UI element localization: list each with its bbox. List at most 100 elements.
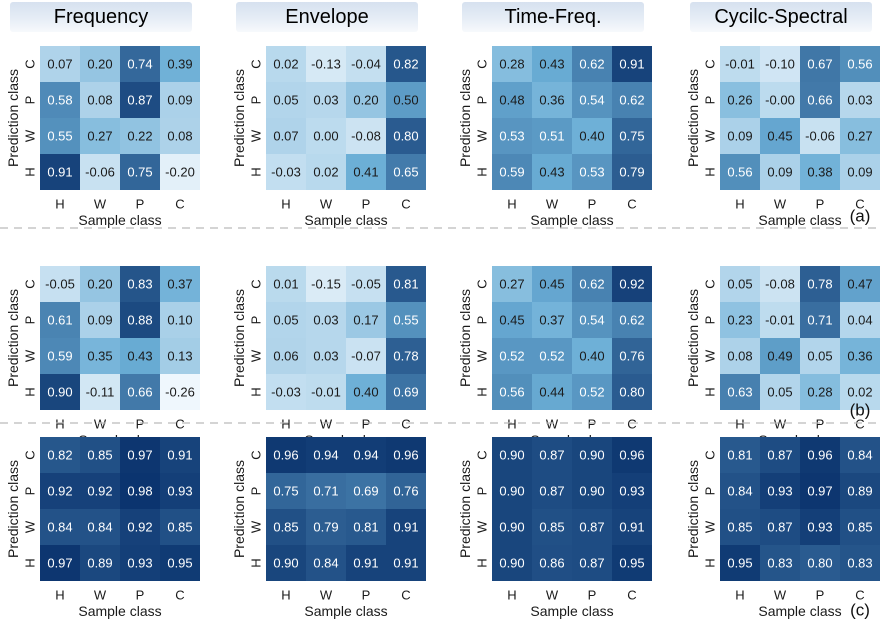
cell-value-label: 0.52 [579,385,604,400]
cell-value-label: 0.76 [393,484,418,499]
heatmap-cell [40,266,80,302]
x-tick-label: H [507,197,516,212]
cell-value-label: 0.75 [127,165,152,180]
x-tick-label: H [281,417,290,432]
y-tick-label: C [703,59,718,68]
x-axis-label: Sample class [304,212,387,228]
y-tick-label: H [249,167,264,176]
y-axis-label: Prediction class [5,460,21,558]
heatmap-cell [492,154,532,190]
cell-value-label: 0.84 [47,520,72,535]
column-title-envelope: Envelope [236,2,418,32]
heatmap-cell [160,338,200,374]
heatmap-cell [612,509,652,545]
cell-value-label: -0.01 [725,57,755,72]
heatmap-cell [800,266,840,302]
heatmap-cell [160,82,200,118]
heatmap-cell [306,545,346,581]
column-title-frequency: Frequency [10,2,192,32]
heatmap-cell [572,374,612,410]
cell-value-label: 0.26 [727,93,752,108]
heatmap-cell [492,46,532,82]
y-tick-label: H [23,167,38,176]
heatmap-cell [266,82,306,118]
y-tick-label: W [23,349,38,362]
x-tick-label: C [627,417,636,432]
x-tick-label: P [136,197,145,212]
cell-value-label: 0.09 [727,129,752,144]
cell-value-label: 0.17 [353,313,378,328]
cell-value-label: 0.03 [313,313,338,328]
heatmap-cell [160,118,200,154]
heatmap-cell [760,509,800,545]
x-tick-label: H [281,197,290,212]
heatmap-cell [720,338,760,374]
x-tick-label: P [816,588,825,603]
heatmap-cell [40,473,80,509]
cell-value-label: 0.94 [353,448,378,463]
y-tick-label: W [249,520,264,533]
heatmap-cell [306,374,346,410]
y-tick-label: W [703,129,718,142]
cell-value-label: 0.85 [847,520,872,535]
cell-value-label: 0.91 [619,520,644,535]
cell-value-label: 0.03 [313,93,338,108]
heatmap-cell [386,545,426,581]
y-tick-label: H [249,387,264,396]
y-tick-label: P [249,96,264,105]
cell-value-label: 0.87 [579,520,604,535]
heatmap-cell [80,473,120,509]
cell-value-label: 0.39 [167,57,192,72]
y-tick-label: P [475,96,490,105]
y-tick-label: H [703,558,718,567]
cell-value-label: 0.90 [499,484,524,499]
heatmap-cell [760,118,800,154]
heatmap-cell [492,545,532,581]
cell-value-label: 0.05 [807,349,832,364]
cell-value-label: 0.56 [499,385,524,400]
x-tick-label: C [401,197,410,212]
cell-value-label: 0.45 [539,277,564,292]
cell-value-label: 0.48 [499,93,524,108]
heatmap-cell [386,374,426,410]
cell-value-label: 0.65 [393,165,418,180]
cell-value-label: 0.40 [353,385,378,400]
heatmap-cell [346,473,386,509]
heatmap-cell [306,46,346,82]
heatmap-cell [840,118,880,154]
cell-value-label: 0.82 [393,57,418,72]
heatmap-cell [160,437,200,473]
heatmap-cell [720,545,760,581]
x-tick-label: P [588,588,597,603]
cell-value-label: 0.63 [727,385,752,400]
cell-value-label: -0.13 [311,57,341,72]
cell-value-label: 0.90 [499,520,524,535]
cell-value-label: 0.35 [87,349,112,364]
cell-value-label: 0.62 [579,277,604,292]
heatmap-cell [266,374,306,410]
heatmap-cell [840,302,880,338]
y-tick-label: W [475,349,490,362]
heatmap-cell [80,266,120,302]
x-tick-label: C [175,588,184,603]
heatmap-cell [800,154,840,190]
cell-value-label: 0.07 [47,57,72,72]
heatmap-cell [720,82,760,118]
y-tick-label: W [23,129,38,142]
cell-value-label: 0.91 [393,520,418,535]
y-tick-label: C [249,279,264,288]
cell-value-label: -0.01 [765,313,795,328]
cell-value-label: 0.95 [167,556,192,571]
heatmap-cell [800,545,840,581]
cell-value-label: 0.51 [539,129,564,144]
x-tick-label: P [816,417,825,432]
cell-value-label: 0.93 [807,520,832,535]
cell-value-label: 0.91 [619,57,644,72]
x-tick-label: P [816,197,825,212]
x-tick-label: W [320,197,333,212]
cell-value-label: 0.89 [87,556,112,571]
heatmap-cell [760,545,800,581]
cell-value-label: 0.23 [727,313,752,328]
x-tick-label: P [362,197,371,212]
cell-value-label: 0.52 [499,349,524,364]
